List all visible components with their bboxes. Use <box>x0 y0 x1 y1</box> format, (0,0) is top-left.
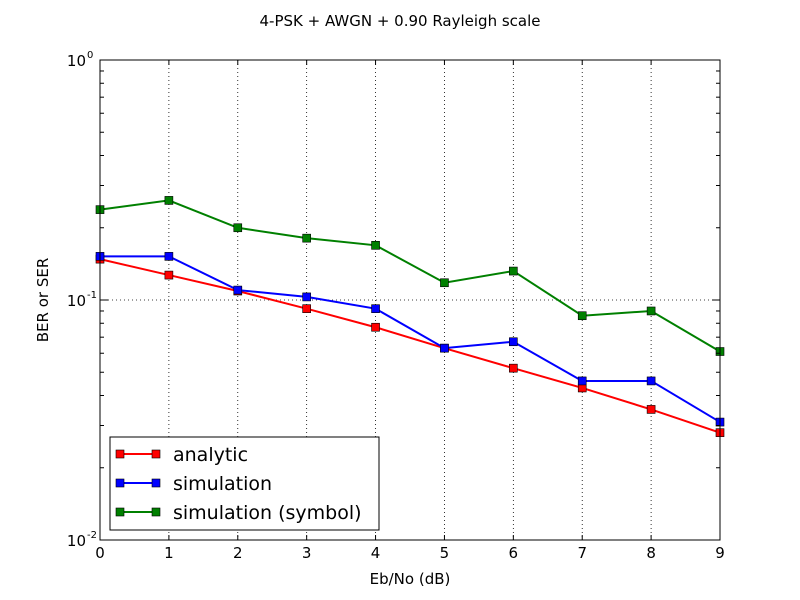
legend-marker <box>115 449 125 459</box>
x-tick-label: 3 <box>302 544 312 562</box>
data-point <box>302 233 311 243</box>
data-point <box>509 266 518 276</box>
legend-entry: simulation <box>115 473 272 495</box>
data-point <box>371 322 380 332</box>
legend-label: simulation (symbol) <box>173 502 362 524</box>
legend-marker <box>151 507 161 517</box>
legend-label: simulation <box>173 473 272 495</box>
data-point <box>646 405 656 414</box>
data-point <box>164 270 174 280</box>
legend-marker <box>115 478 125 488</box>
data-point <box>577 376 587 386</box>
data-point <box>646 376 656 386</box>
y-tick-exponent: -2 <box>87 530 97 541</box>
legend-marker <box>115 507 125 517</box>
x-tick-label: 4 <box>371 544 381 562</box>
data-point <box>302 292 311 302</box>
data-point <box>646 306 656 316</box>
series-line <box>100 255 721 423</box>
series-line <box>99 258 721 434</box>
data-point <box>440 278 449 288</box>
x-tick-label: 9 <box>715 544 725 562</box>
data-point <box>164 196 174 205</box>
legend-label: analytic <box>173 444 248 466</box>
legend-marker <box>151 449 161 459</box>
x-axis-label: Eb/No (dB) <box>370 570 451 588</box>
data-point <box>371 304 380 313</box>
x-tick-label: 7 <box>577 544 587 562</box>
data-point <box>509 337 518 347</box>
x-tick-label: 1 <box>164 544 174 562</box>
y-tick-label: 10 <box>67 292 86 310</box>
legend: analytic simulation simulation (symbol) <box>109 436 380 531</box>
x-tick-label: 0 <box>95 544 105 562</box>
data-point <box>302 304 311 313</box>
chart-title: 4-PSK + AWGN + 0.90 Rayleigh scale <box>259 12 540 30</box>
data-point <box>233 223 243 233</box>
data-point <box>233 285 243 295</box>
x-tick-label: 6 <box>509 544 519 562</box>
series-line <box>99 199 721 353</box>
x-tick-label: 5 <box>440 544 450 562</box>
legend-entry: simulation (symbol) <box>115 502 362 524</box>
legend-entry: analytic <box>115 444 248 466</box>
data-point <box>509 363 518 373</box>
y-axis-label: BER or SER <box>34 258 52 343</box>
data-point <box>164 252 174 261</box>
y-tick-label: 10 <box>67 532 86 550</box>
y-tick-exponent: 0 <box>87 50 93 61</box>
x-tick-label: 8 <box>646 544 656 562</box>
legend-marker <box>151 478 161 488</box>
data-point <box>371 241 380 250</box>
y-tick-exponent: -1 <box>87 290 97 301</box>
x-tick-label: 2 <box>233 544 243 562</box>
data-point <box>577 311 587 321</box>
data-point <box>440 343 449 353</box>
y-tick-label: 10 <box>67 52 86 70</box>
